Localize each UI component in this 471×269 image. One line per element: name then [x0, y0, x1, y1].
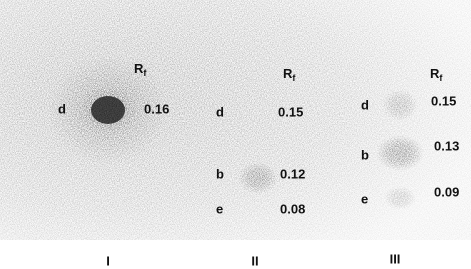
spot-letter: d [361, 97, 369, 112]
rf-value: 0.12 [280, 166, 305, 181]
rf-value: 0.16 [144, 101, 169, 116]
lane-label: I [106, 253, 110, 268]
lane-label: II [251, 253, 258, 268]
spot-letter: e [361, 191, 368, 206]
spot-letter: b [216, 166, 224, 181]
spot-letter: d [216, 104, 224, 119]
spot-letter: b [361, 147, 369, 162]
spot-letter: d [58, 101, 66, 116]
tlc-plate-figure: Rf Rf Rf d 0.16 d 0.15 b 0.12 e 0.08 d 0… [0, 0, 471, 269]
spot-letter: e [216, 201, 223, 216]
rf-value: 0.15 [431, 93, 456, 108]
rf-value: 0.09 [434, 184, 459, 199]
plate-background [0, 0, 471, 240]
spot-core [91, 96, 125, 124]
rf-value: 0.13 [434, 138, 459, 153]
lane-label: III [390, 251, 401, 266]
rf-value: 0.15 [278, 104, 303, 119]
rf-value: 0.08 [280, 201, 305, 216]
